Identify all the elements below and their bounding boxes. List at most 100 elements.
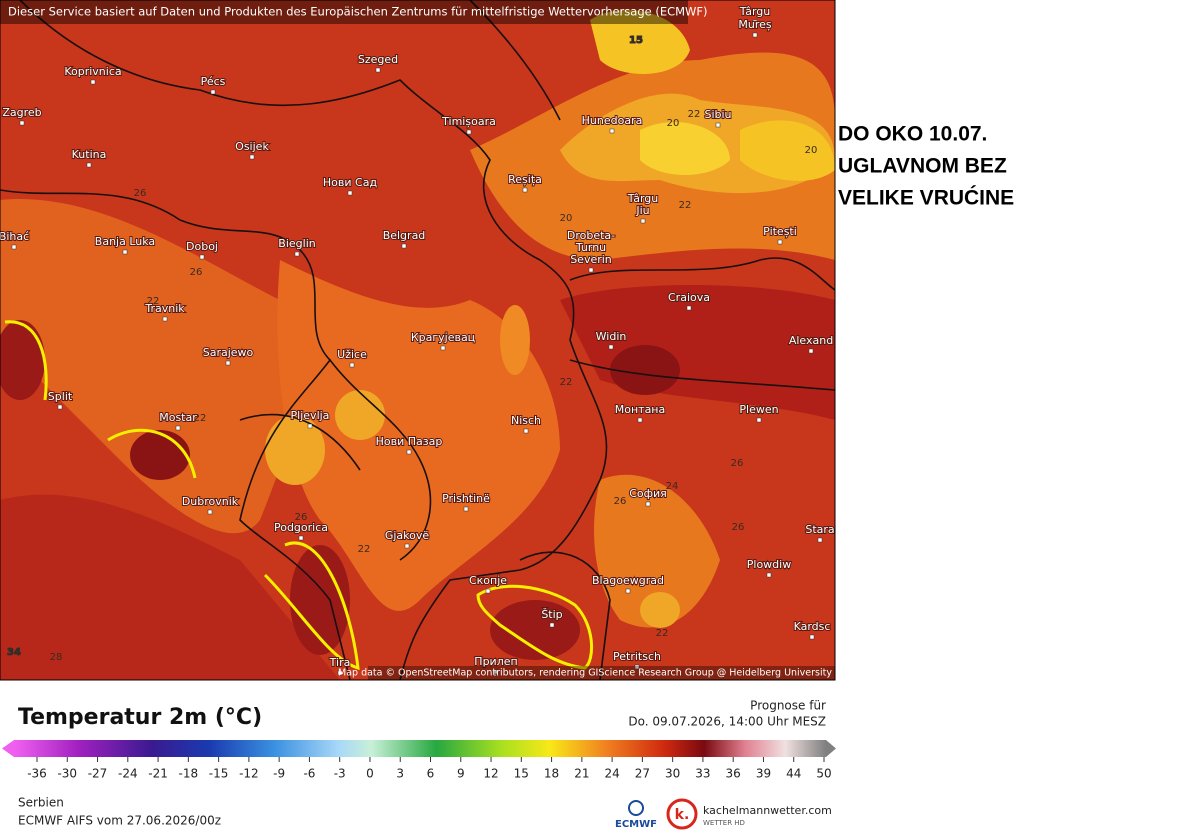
annotation-line: VELIKE VRUĆINE [838, 186, 1014, 210]
place-label: София [629, 487, 667, 500]
place-dot [588, 243, 594, 249]
contour-label: 28 [50, 652, 63, 663]
contour-label: 15 [629, 35, 643, 46]
place-label: Split [48, 390, 73, 403]
place-label: Banja Luka [95, 235, 155, 248]
colorbar-tick-label: -9 [273, 767, 285, 781]
place-label: Alexand [789, 334, 833, 347]
place-dot [463, 506, 469, 512]
place-label: Plowdiw [747, 558, 791, 571]
annotation-line: DO OKO 10.07. [838, 123, 987, 146]
contour-label: 22 [194, 413, 207, 424]
contour-label: 26 [731, 458, 744, 469]
place-label: Pitești [763, 225, 797, 238]
place-label: Timișoara [441, 115, 496, 128]
colorbar-tick-label: -6 [303, 767, 315, 781]
forecast-label: Prognose für [750, 699, 826, 713]
place-dot [401, 243, 407, 249]
place-dot [307, 423, 313, 429]
ecmwf-logo-text: ECMWF [615, 819, 657, 830]
place-label: Travnik [144, 302, 185, 315]
place-dot [19, 120, 25, 126]
place-dot [210, 89, 216, 95]
footer-model-run: ECMWF AIFS vom 27.06.2026/00z [18, 814, 221, 828]
place-label: Reșița [508, 173, 542, 186]
footer-region: Serbien [18, 796, 64, 810]
place-label: Craiova [668, 291, 710, 304]
place-dot [249, 154, 255, 160]
place-dot [122, 249, 128, 255]
place-dot [207, 509, 213, 515]
colorbar-tick-label: 15 [514, 767, 529, 781]
place-dot [485, 588, 491, 594]
place-label: Osijek [235, 140, 269, 153]
place-label: Pécs [201, 75, 226, 88]
place-dot [637, 417, 643, 423]
colorbar-tick-label: 24 [604, 767, 619, 781]
site-logo: k. kachelmannwetter.com WETTER HD [666, 798, 832, 830]
place-dot [645, 501, 651, 507]
site-name: kachelmannwetter.com [703, 804, 832, 817]
contour-label: 20 [667, 118, 680, 129]
place-label: Mureș [738, 18, 772, 31]
place-dot [347, 190, 353, 196]
colorbar-tick-label: 39 [756, 767, 771, 781]
contour-label: 20 [560, 213, 573, 224]
place-dot [375, 67, 381, 73]
colorbar-tick-label: -12 [239, 767, 259, 781]
place-dot [609, 128, 615, 134]
annotation-line: UGLAVNOM BEZ [838, 155, 1007, 178]
contour-label: 22 [358, 544, 371, 555]
colorbar-tick-label: 3 [396, 767, 404, 781]
contour-label: 22 [688, 109, 701, 120]
place-dot [522, 187, 528, 193]
place-dot [756, 417, 762, 423]
place-dot [162, 316, 168, 322]
colorbar-tick-label: -21 [148, 767, 168, 781]
place-dot [817, 537, 823, 543]
place-label: Pljevlja [291, 409, 330, 422]
contour-label: 20 [805, 145, 818, 156]
place-label: Stara [805, 523, 834, 536]
place-label: Mostar [159, 411, 197, 424]
colorbar-tick-label: 6 [427, 767, 435, 781]
place-label: Kardsc [794, 620, 831, 633]
place-label: Štip [541, 608, 562, 621]
place-label: Монтана [615, 403, 666, 416]
place-label: Doboj [186, 240, 218, 253]
colorbar-ticks: -36 -30 -27 -24 -21 -18 -15 -12 -9 -6 -3 0 3 6 9 12 15 18… [27, 757, 832, 781]
site-sub: WETTER HD [703, 819, 745, 827]
place-dot [752, 32, 758, 38]
header-notice: Dieser Service basiert auf Daten und Pro… [8, 5, 708, 19]
place-label: Sarajewo [203, 346, 254, 359]
place-dot [588, 255, 594, 261]
place-dot [298, 535, 304, 541]
place-label: Нови Пазар [376, 435, 443, 448]
contour-label: 22 [679, 200, 692, 211]
place-dot [440, 345, 446, 351]
place-label: Turnu [575, 241, 606, 254]
place-label: Szeged [358, 53, 398, 66]
contour-label: 34 [7, 647, 21, 658]
place-label: Bieglin [278, 237, 315, 250]
legend-title: Temperatur 2m (°C) [18, 705, 262, 730]
place-dot [777, 239, 783, 245]
colorbar-tick-label: -3 [334, 767, 346, 781]
place-dot [608, 344, 614, 350]
colorbar-tick-label: 50 [816, 767, 831, 781]
place-label: Gjakovë [385, 529, 430, 542]
contour-label: 22 [147, 296, 160, 307]
place-dot [349, 362, 355, 368]
place-dot [808, 348, 814, 354]
place-dot [640, 206, 646, 212]
place-dot [466, 129, 472, 135]
contour-label: 22 [560, 377, 573, 388]
place-label: Drobeta- [567, 229, 615, 242]
place-dot [640, 218, 646, 224]
place-label: Târgu [739, 5, 770, 18]
place-dot [90, 79, 96, 85]
place-dot [199, 254, 205, 260]
place-dot [175, 425, 181, 431]
